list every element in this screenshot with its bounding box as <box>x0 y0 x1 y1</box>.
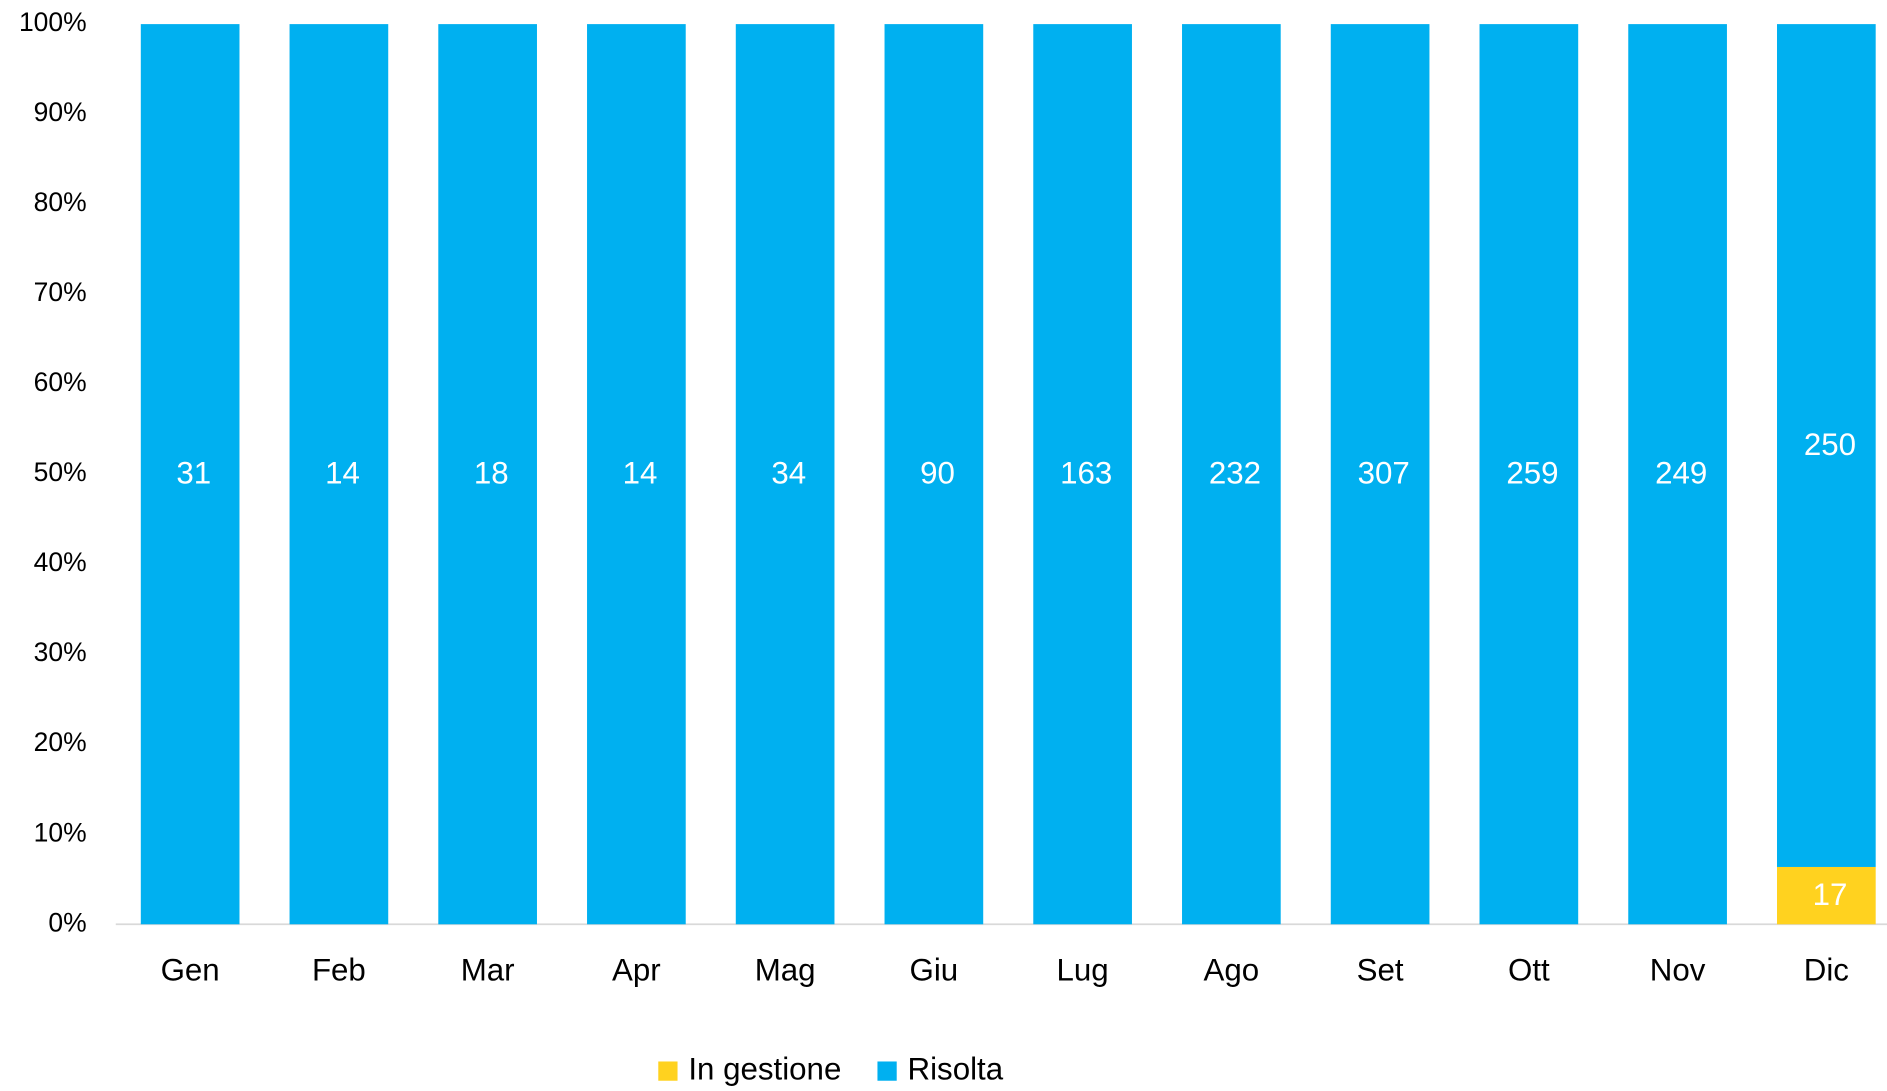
bar-segment <box>140 24 240 925</box>
x-tick-label: Lug <box>1057 953 1109 988</box>
data-label: 90 <box>920 456 955 491</box>
y-tick-label: 30% <box>34 637 87 667</box>
y-tick-label: 20% <box>34 727 87 757</box>
bar-segment <box>1479 24 1579 925</box>
legend-swatch <box>877 1061 897 1081</box>
x-tick-label: Apr <box>612 953 661 988</box>
data-label: 259 <box>1506 456 1558 491</box>
data-label: 31 <box>176 456 211 491</box>
bar-segment <box>1330 24 1430 925</box>
x-tick-label: Feb <box>312 953 366 988</box>
legend-label: In gestione <box>688 1051 841 1086</box>
y-tick-label: 70% <box>34 277 87 307</box>
data-label: 307 <box>1358 456 1410 491</box>
bar-segment <box>587 24 686 925</box>
data-label: 14 <box>325 456 360 491</box>
y-tick-label: 50% <box>34 457 87 487</box>
bar-segment <box>1777 866 1876 925</box>
y-tick-label: 100% <box>19 7 87 37</box>
legend-label: Risolta <box>908 1051 1004 1086</box>
bar-segment <box>438 24 537 925</box>
x-tick-label: Mag <box>755 953 816 988</box>
x-tick-label: Nov <box>1650 953 1706 988</box>
data-label: 232 <box>1209 456 1261 491</box>
x-tick-label: Gen <box>161 953 220 988</box>
bar-segment <box>1182 24 1281 925</box>
x-tick-label: Giu <box>910 953 959 988</box>
y-tick-label: 80% <box>34 187 87 217</box>
data-label: 249 <box>1655 456 1707 491</box>
data-label: 14 <box>623 456 658 491</box>
data-label: 163 <box>1060 456 1112 491</box>
bar-segment <box>735 24 835 925</box>
bar-segment <box>1033 24 1132 925</box>
x-tick-label: Set <box>1357 953 1404 988</box>
bar-segment <box>289 24 389 925</box>
x-tick-label: Mar <box>461 953 515 988</box>
x-tick-label: Ago <box>1204 953 1260 988</box>
data-label: 250 <box>1804 427 1856 462</box>
bar-segment <box>884 24 984 925</box>
x-tick-label: Dic <box>1804 953 1849 988</box>
bar-segment <box>1628 24 1727 925</box>
data-label: 17 <box>1813 877 1848 912</box>
y-tick-label: 60% <box>34 367 87 397</box>
y-tick-label: 40% <box>34 547 87 577</box>
data-label: 18 <box>474 456 509 491</box>
legend-swatch <box>658 1061 678 1081</box>
x-tick-label: Ott <box>1508 953 1550 988</box>
y-tick-label: 10% <box>34 817 87 847</box>
y-tick-label: 90% <box>34 97 87 127</box>
bar-segment <box>1777 24 1876 867</box>
y-tick-label: 0% <box>48 907 86 937</box>
data-label: 34 <box>771 456 806 491</box>
